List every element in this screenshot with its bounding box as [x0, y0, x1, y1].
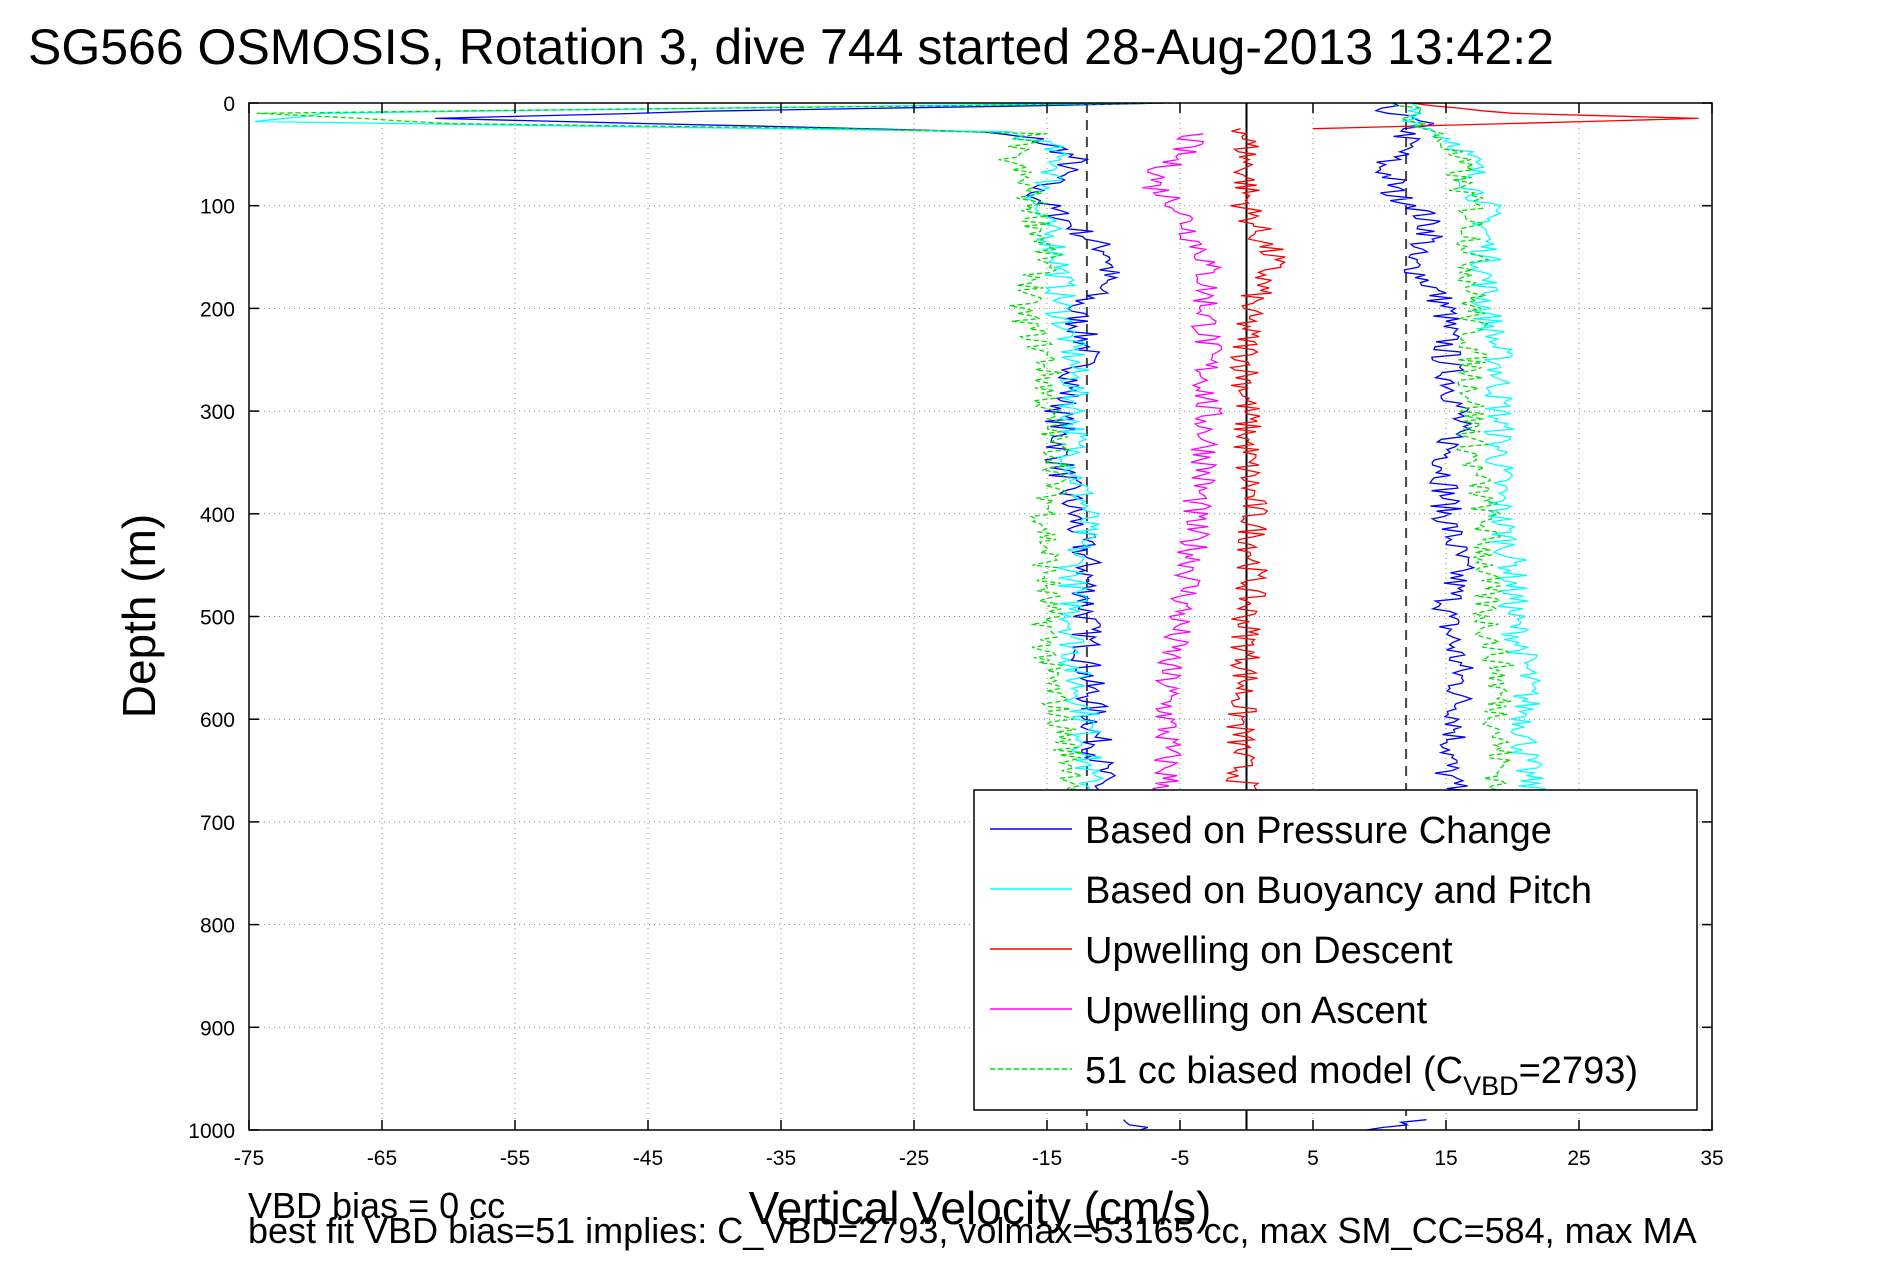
series-line	[1392, 103, 1515, 823]
y-tick-label: 800	[200, 915, 235, 938]
x-tick-label: -5	[1171, 1147, 1190, 1170]
x-tick-label: -25	[899, 1147, 929, 1170]
y-tick-label: 200	[200, 298, 235, 321]
y-tick-label: 600	[200, 709, 235, 732]
x-tick-label: -75	[234, 1147, 264, 1170]
y-tick-label: 300	[200, 401, 235, 424]
legend-label: 51 cc biased model (CVBD=2793)	[1085, 1050, 1638, 1101]
series-line	[1123, 1119, 1149, 1130]
x-tick-label: -65	[367, 1147, 397, 1170]
series-line	[1373, 103, 1476, 823]
legend-label: Upwelling on Ascent	[1085, 990, 1428, 1032]
x-tick-label: 35	[1700, 1147, 1723, 1170]
axes: -75 -65 -55 -45 -35 -25 -15 -5 5 15 25 350100200300…	[188, 93, 1723, 1170]
series-line	[1312, 103, 1699, 130]
footer-line-1: VBD bias = 0 cc	[248, 1185, 505, 1226]
y-tick-label: 500	[200, 607, 235, 630]
series-line	[1225, 128, 1287, 802]
y-tick-label: 400	[200, 504, 235, 527]
y-axis-label: Depth (m)	[113, 514, 165, 718]
footer-line-2: best fit VBD bias=51 implies: C_VBD=2793…	[248, 1210, 1697, 1251]
series-line	[254, 103, 1118, 823]
y-tick-label: 0	[223, 93, 235, 116]
y-tick-label: 100	[200, 196, 235, 219]
x-tick-label: 15	[1434, 1147, 1457, 1170]
series-line	[1142, 133, 1224, 803]
series-group	[254, 103, 1699, 1130]
legend: Based on Pressure Change Based on Buoyanc…	[973, 789, 1698, 1111]
series-line	[256, 103, 1181, 823]
legend-box	[973, 789, 1698, 1111]
x-axis-label: Vertical Velocity (cm/s)	[749, 1182, 1212, 1234]
chart-title: SG566 OSMOSIS, Rotation 3, dive 744 star…	[28, 19, 1554, 75]
legend-label: Based on Pressure Change	[1085, 810, 1552, 852]
y-tick-label: 1000	[188, 1120, 235, 1143]
x-tick-label: -45	[633, 1147, 663, 1170]
x-tick-label: -35	[766, 1147, 796, 1170]
x-tick-label: 25	[1567, 1147, 1590, 1170]
x-tick-label: 5	[1307, 1147, 1319, 1170]
legend-label: Based on Buoyancy and Pitch	[1085, 870, 1592, 912]
x-tick-label: -55	[500, 1147, 530, 1170]
series-line	[1366, 1119, 1427, 1130]
y-tick-label: 900	[200, 1017, 235, 1040]
y-tick-label: 700	[200, 812, 235, 835]
legend-label: Upwelling on Descent	[1085, 930, 1453, 972]
x-tick-label: -15	[1032, 1147, 1062, 1170]
